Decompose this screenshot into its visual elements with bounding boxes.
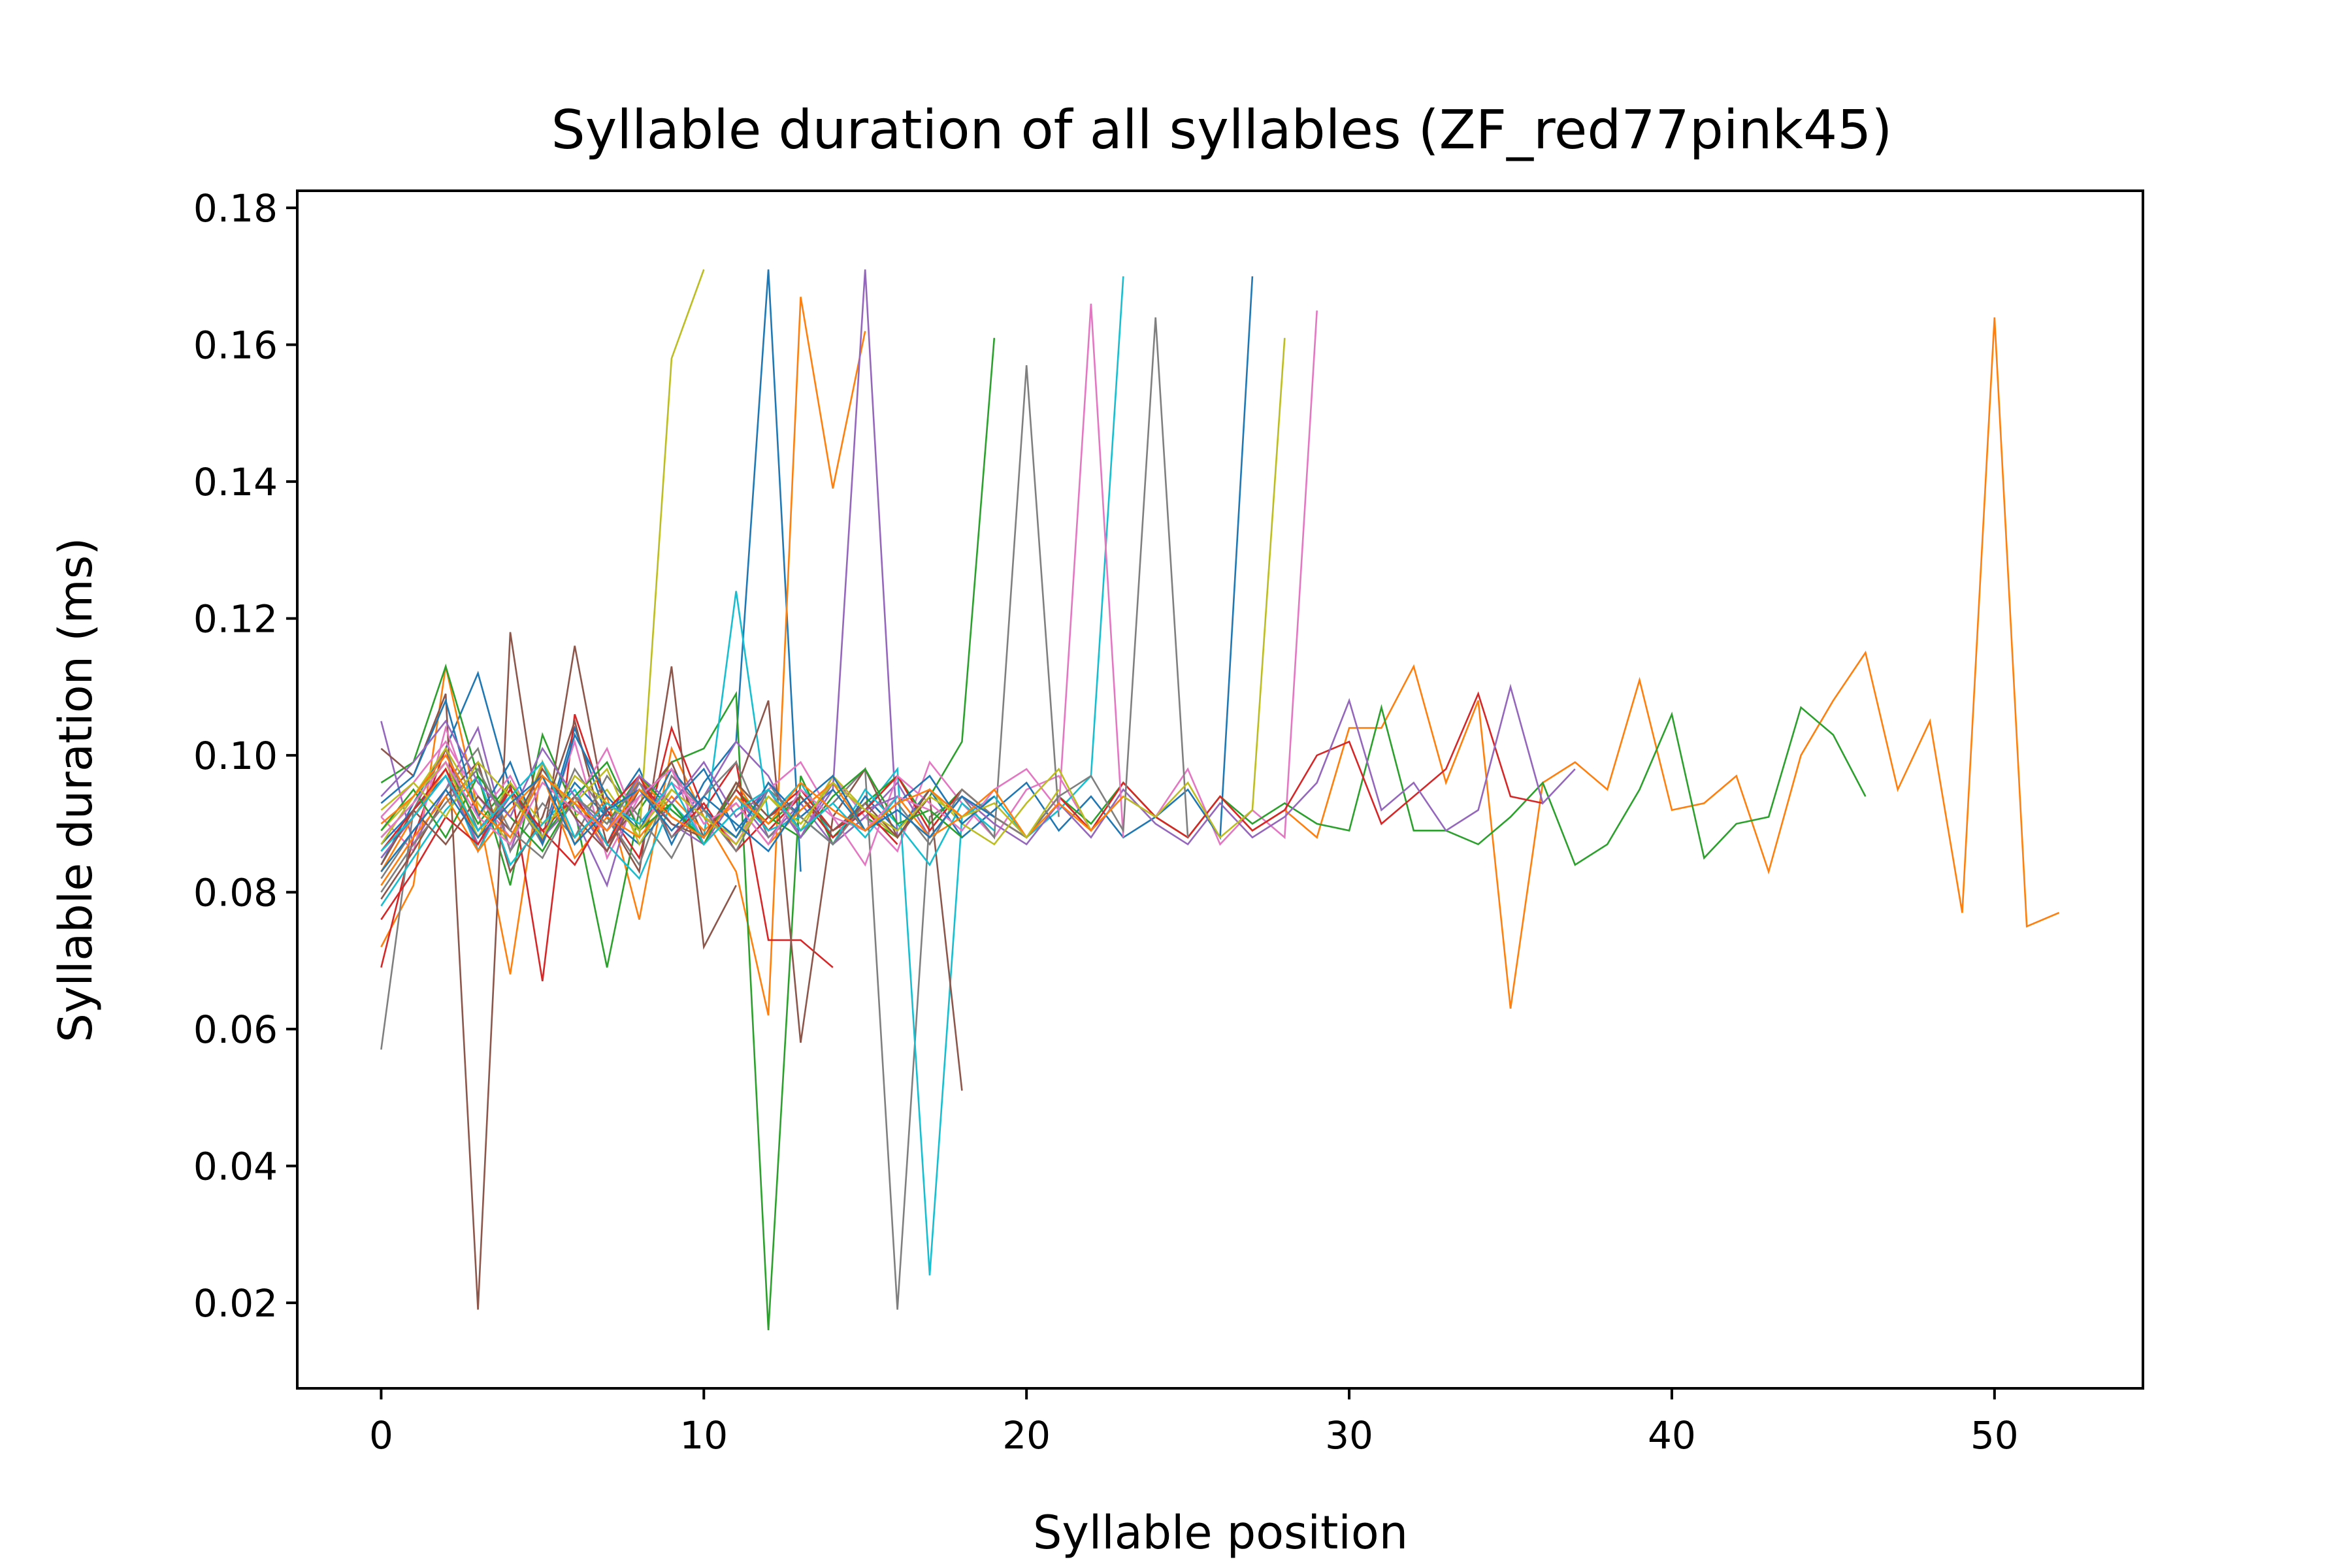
x-tick-label: 10 [679, 1413, 728, 1458]
series-line [380, 338, 996, 1331]
x-tick-label: 30 [1325, 1413, 1373, 1458]
series-line [380, 760, 898, 852]
x-axis-ticks: 0 10 20 30 40 50 [369, 1388, 2019, 1458]
series-line [380, 760, 930, 846]
series-line [380, 719, 898, 840]
series-line [380, 760, 1060, 846]
x-tick-label: 0 [369, 1413, 393, 1458]
x-tick-label: 50 [1970, 1413, 2019, 1458]
series-line [380, 753, 963, 839]
chart-title: Syllable duration of all syllables (ZF_r… [551, 99, 1893, 161]
plot-frame [296, 189, 2144, 1390]
y-tick-label: 0.06 [193, 1007, 278, 1052]
y-tick-label: 0.04 [193, 1145, 278, 1189]
y-tick-label: 0.12 [193, 597, 278, 642]
x-axis-label: Syllable position [1033, 1506, 1408, 1560]
y-axis-label: Syllable duration (ms) [49, 538, 103, 1043]
y-tick-label: 0.14 [193, 460, 278, 504]
y-tick-label: 0.16 [193, 323, 278, 368]
series-line [380, 297, 866, 1016]
x-tick-label: 20 [1002, 1413, 1051, 1458]
series-line [380, 632, 737, 1310]
y-tick-label: 0.18 [193, 186, 278, 231]
series-line [380, 269, 802, 872]
series-layer [380, 269, 2060, 1331]
y-tick-label: 0.02 [193, 1281, 278, 1326]
series-line [380, 774, 995, 873]
x-tick-label: 40 [1648, 1413, 1696, 1458]
y-axis-ticks: 0.02 0.04 0.06 0.08 0.10 0.12 0.14 0.16 0.18 [193, 186, 297, 1326]
y-tick-label: 0.10 [193, 734, 278, 778]
y-tick-label: 0.08 [193, 871, 278, 915]
